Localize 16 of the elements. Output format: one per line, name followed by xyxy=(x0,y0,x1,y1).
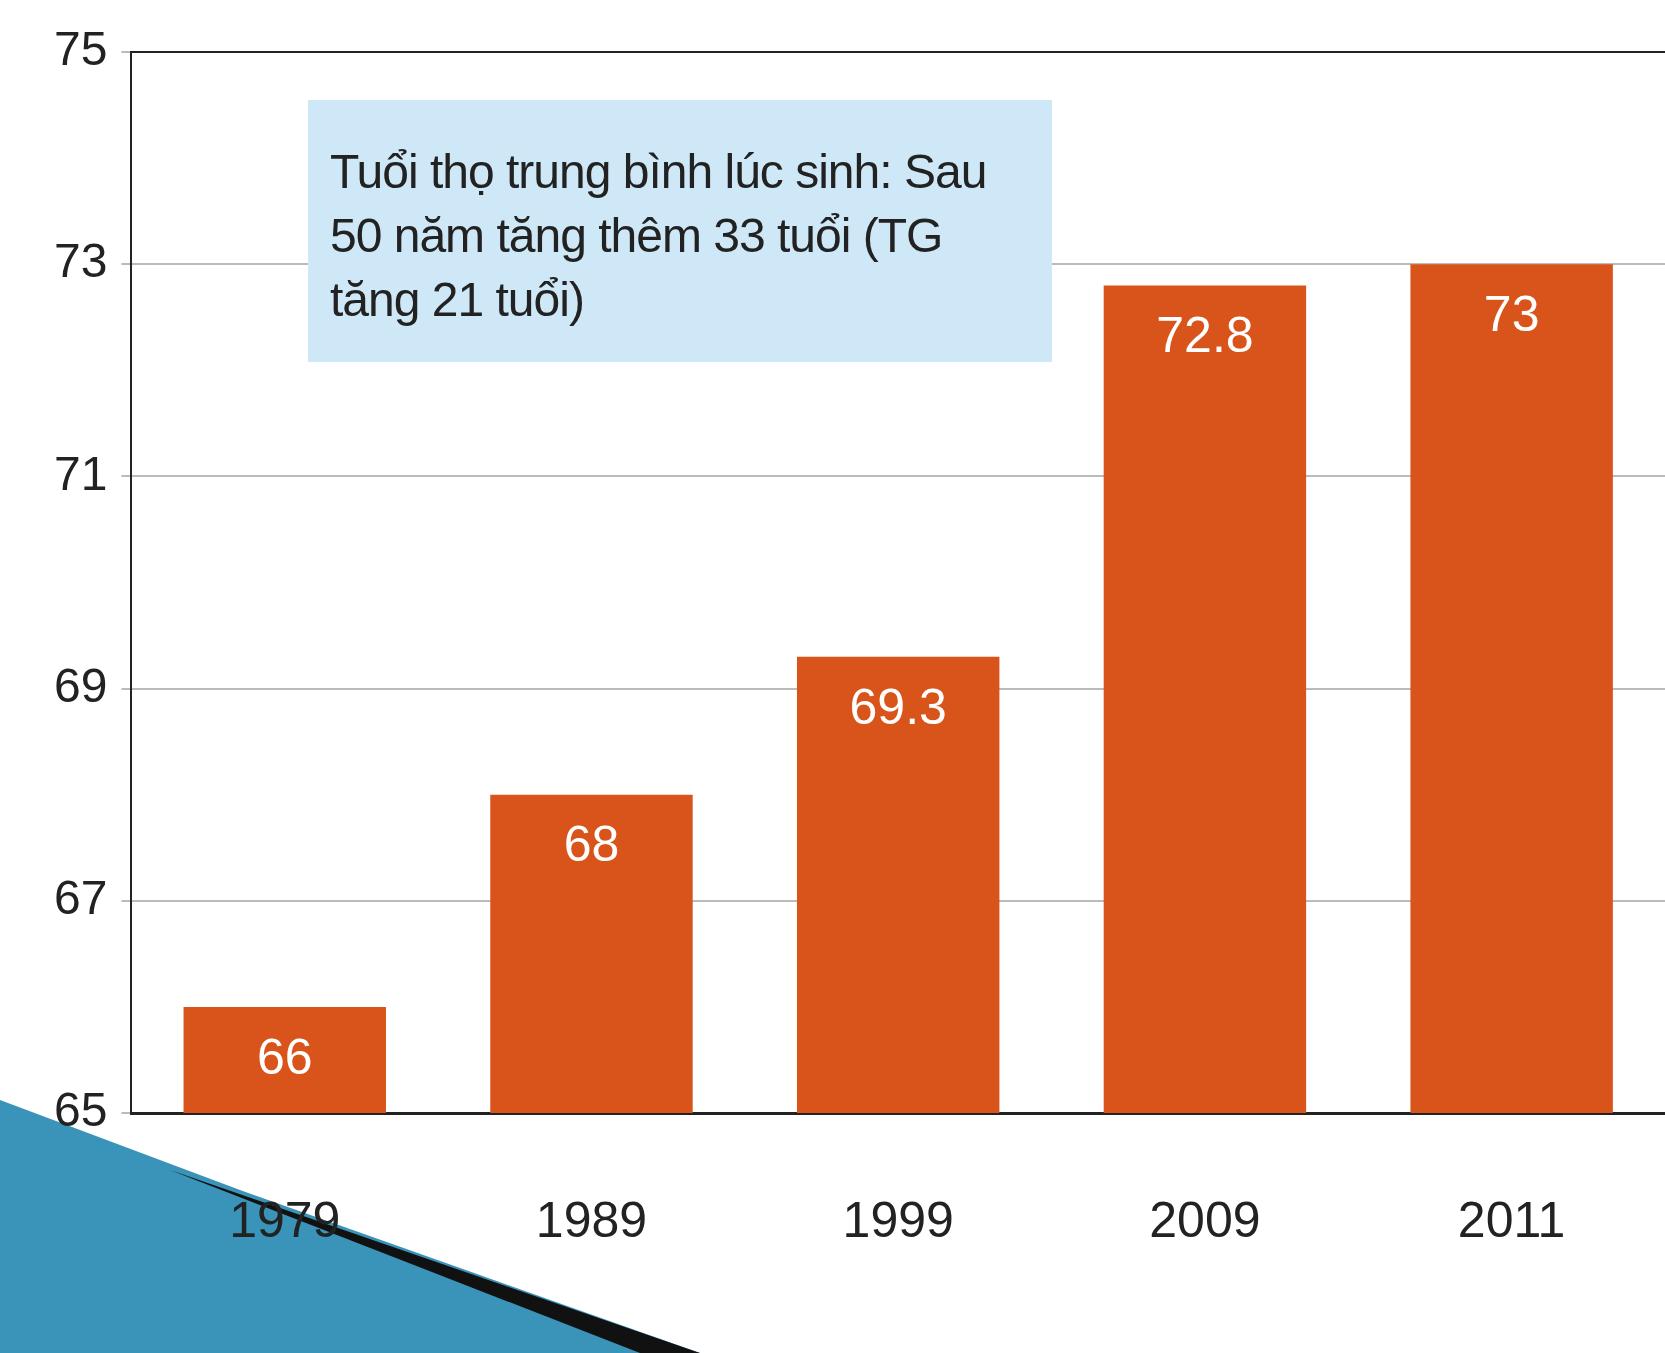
y-tick-label: 73 xyxy=(54,234,108,288)
x-tick-label: 1999 xyxy=(842,1191,954,1248)
annotation: Tuổi thọ trung bình lúc sinh: Sau 50 năm tăng thêm 33 tuổi (TG tăng 21 tuổi) xyxy=(308,100,1052,362)
y-tick-label: 65 xyxy=(54,1083,108,1137)
y-tick-label: 75 xyxy=(54,22,108,76)
x-tick-label: 2009 xyxy=(1149,1191,1261,1248)
x-tick-label: 1989 xyxy=(535,1191,648,1248)
y-tick-label: 67 xyxy=(54,871,108,925)
y-tick-label: 69 xyxy=(54,658,108,712)
x-tick-label: 2011 xyxy=(1457,1191,1566,1248)
data-label: 68 xyxy=(563,816,620,873)
data-label: 66 xyxy=(256,1028,313,1085)
data-label: 72.8 xyxy=(1156,307,1254,364)
data-label: 73 xyxy=(1483,285,1540,342)
data-label: 69.3 xyxy=(849,678,947,735)
y-tick-label: 71 xyxy=(54,446,108,500)
